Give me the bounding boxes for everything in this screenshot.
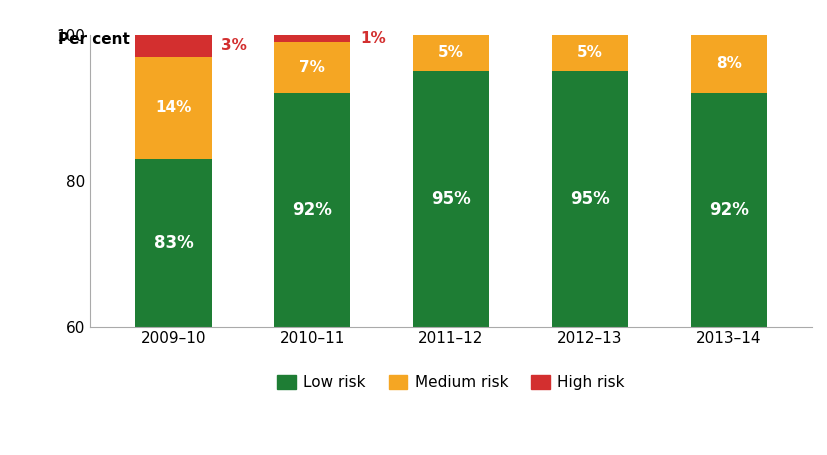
Text: 95%: 95% [431,190,471,208]
Bar [413,35,490,71]
Text: 7%: 7% [299,60,325,75]
Bar [691,93,767,455]
Bar [135,56,212,159]
Text: 1%: 1% [360,31,386,46]
Bar [552,35,628,71]
Text: 95%: 95% [570,190,609,208]
Bar [135,35,212,56]
Text: 5%: 5% [438,46,464,61]
Text: 5%: 5% [577,46,603,61]
Bar [691,35,767,93]
Text: 92%: 92% [292,201,332,219]
Text: 8%: 8% [715,56,742,71]
Text: Per cent: Per cent [58,32,130,47]
Bar [413,71,490,455]
Text: 83%: 83% [154,234,194,252]
Bar [274,35,351,42]
Text: 14%: 14% [155,100,192,115]
Bar [274,93,351,455]
Text: 92%: 92% [709,201,748,219]
Bar [135,159,212,455]
Legend: Low risk, Medium risk, High risk: Low risk, Medium risk, High risk [271,369,631,397]
Text: 3%: 3% [222,38,247,53]
Bar [274,42,351,93]
Bar [552,71,628,455]
